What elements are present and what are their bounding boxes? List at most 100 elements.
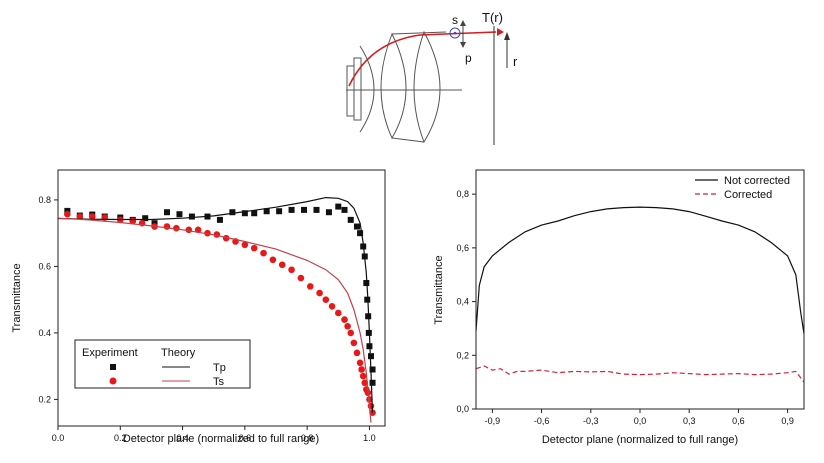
experiment-tp-point: [325, 209, 332, 216]
x-tick-label: 0,6: [732, 416, 745, 426]
experiment-ts-point: [204, 229, 211, 237]
experiment-ts-point: [64, 210, 71, 218]
y-tick-label: 0.8: [38, 195, 51, 205]
experiment-tp-point: [353, 223, 360, 230]
x-tick-label: 0.4: [176, 433, 189, 443]
experiment-ts-point: [347, 329, 355, 337]
experiment-tp-point: [364, 296, 371, 303]
right-axis-ticks: -0,9 -0,6 -0,3 0,0 0,3 0,6 0,9 0,0 0,2 0,4 0,6 0,8: [456, 189, 793, 426]
experiment-ts-point: [341, 316, 348, 323]
experiment-ts-point: [316, 289, 323, 297]
chart-left: 0.0 0.2 0.4 0.6 0.8 1.0 0.2 0.4 0.6 0.8 Detector …: [11, 169, 386, 445]
experiment-ts-point: [356, 359, 364, 367]
experiment-ts-point: [353, 349, 361, 357]
experiment-ts-point: [366, 396, 373, 403]
experiment-tp-point: [313, 206, 320, 213]
experiment-tp-point: [369, 366, 376, 373]
p-arrow-up: [460, 20, 466, 26]
x-tick-label: 0.8: [301, 433, 314, 443]
x-tick-label: -0,3: [583, 416, 599, 426]
experiment-ts-point: [260, 249, 267, 257]
s-polarization-dot: [453, 31, 457, 35]
experiment-tp-point: [263, 208, 270, 215]
experiment-ts-point: [306, 283, 314, 290]
experiment-ts-point: [173, 224, 180, 232]
y-tick-label: 0,6: [456, 243, 469, 253]
experiment-ts-point: [358, 366, 365, 373]
experiment-tp-point: [251, 210, 258, 217]
left-plot-marks: [57, 196, 376, 423]
experiment-tp-point: [341, 206, 348, 213]
lens-diagram: s p T(r) r: [346, 10, 518, 145]
experiment-ts-point: [250, 244, 258, 252]
detector-window: [353, 57, 362, 121]
left-x-axis-title: Detector plane (normalized to full range…: [123, 433, 319, 445]
y-tick-label: 0.4: [38, 328, 51, 338]
experiment-ts-point: [344, 322, 351, 330]
x-tick-label: 0.0: [52, 433, 65, 443]
y-tick-label: 0.6: [38, 261, 51, 271]
s-polarization-icon: [449, 27, 461, 39]
experiment-tp-point: [288, 206, 295, 213]
not-corrected-line: [475, 206, 805, 334]
y-tick-label: 0,2: [456, 350, 469, 360]
label-p: p: [465, 51, 472, 65]
left-axis-ticks: 0.0 0.2 0.4 0.6 0.8 1.0 0.2 0.4 0.6 0.8: [38, 195, 375, 443]
ray-arrowhead: [497, 28, 504, 36]
experiment-tp-point: [151, 220, 158, 227]
experiment-ts-point: [163, 223, 171, 230]
x-tick-label: 0,0: [634, 416, 647, 426]
experiment-ts-point: [241, 241, 249, 249]
label-t-of-r: T(r): [482, 10, 503, 25]
right-x-axis-title: Detector plane (normalized to full range…: [542, 434, 738, 446]
detector-element: [346, 65, 355, 117]
right-plot-marks: [475, 206, 805, 383]
experiment-ts-point: [334, 309, 342, 317]
left-legend: Experiment Theory Tp Ts: [74, 339, 251, 389]
experiment-tp-point: [188, 213, 195, 220]
experiment-tp-point: [64, 207, 71, 214]
left-y-axis-title: Transmittance: [11, 263, 23, 332]
experiment-ts-point: [328, 303, 336, 310]
y-tick-label: 0,4: [456, 297, 469, 307]
theory-ts-line: [57, 217, 372, 423]
legend-label-tp: Tp: [213, 362, 226, 374]
experiment-tp-point: [176, 211, 183, 218]
chart-right: -0,9 -0,6 -0,3 0,0 0,3 0,6 0,90,00,20,40,60,8 …: [433, 169, 805, 446]
experiment-tp-point: [347, 216, 354, 223]
right-y-axis-title: Transmittance: [433, 255, 445, 324]
x-tick-label: -0,9: [485, 416, 501, 426]
label-s: s: [452, 13, 458, 27]
x-tick-label: 1.0: [363, 433, 376, 443]
x-tick-label: 0,9: [781, 416, 794, 426]
lens-element-3: [413, 30, 441, 144]
experiment-ts-point: [288, 266, 295, 274]
left-legend-box: [74, 339, 251, 389]
theory-tp-line: [57, 196, 374, 413]
label-r: r: [513, 54, 518, 69]
legend-label-not-corrected: Not corrected: [724, 175, 790, 187]
legend-header-theory: Theory: [161, 347, 196, 359]
experiment-ts-point: [361, 379, 369, 387]
legend-ts-circle-marker: [109, 377, 117, 385]
y-tick-label: 0,0: [456, 404, 469, 414]
experiment-tp-point: [241, 210, 248, 217]
experiment-ts-point: [297, 274, 305, 282]
experiment-tp-point: [216, 216, 223, 223]
x-tick-label: -0,6: [534, 416, 550, 426]
experiment-ts-point: [359, 372, 367, 380]
corrected-line: [475, 365, 805, 383]
legend-label-ts: Ts: [213, 376, 225, 388]
legend-tp-square-marker: [110, 364, 116, 370]
experiment-ts-point: [369, 409, 376, 417]
x-tick-label: 0,3: [683, 416, 696, 426]
experiment-tp-point: [357, 230, 364, 237]
lens-edge-line-bottom: [391, 137, 425, 143]
experiment-tp-point: [142, 215, 149, 222]
right-plot-frame: [475, 169, 805, 410]
x-tick-label: 0.6: [239, 433, 252, 443]
experiment-tp-point: [164, 209, 170, 216]
x-tick-label: 0.2: [114, 433, 127, 443]
legend-header-experiment: Experiment: [82, 347, 138, 359]
experiment-ts-point: [269, 256, 277, 264]
